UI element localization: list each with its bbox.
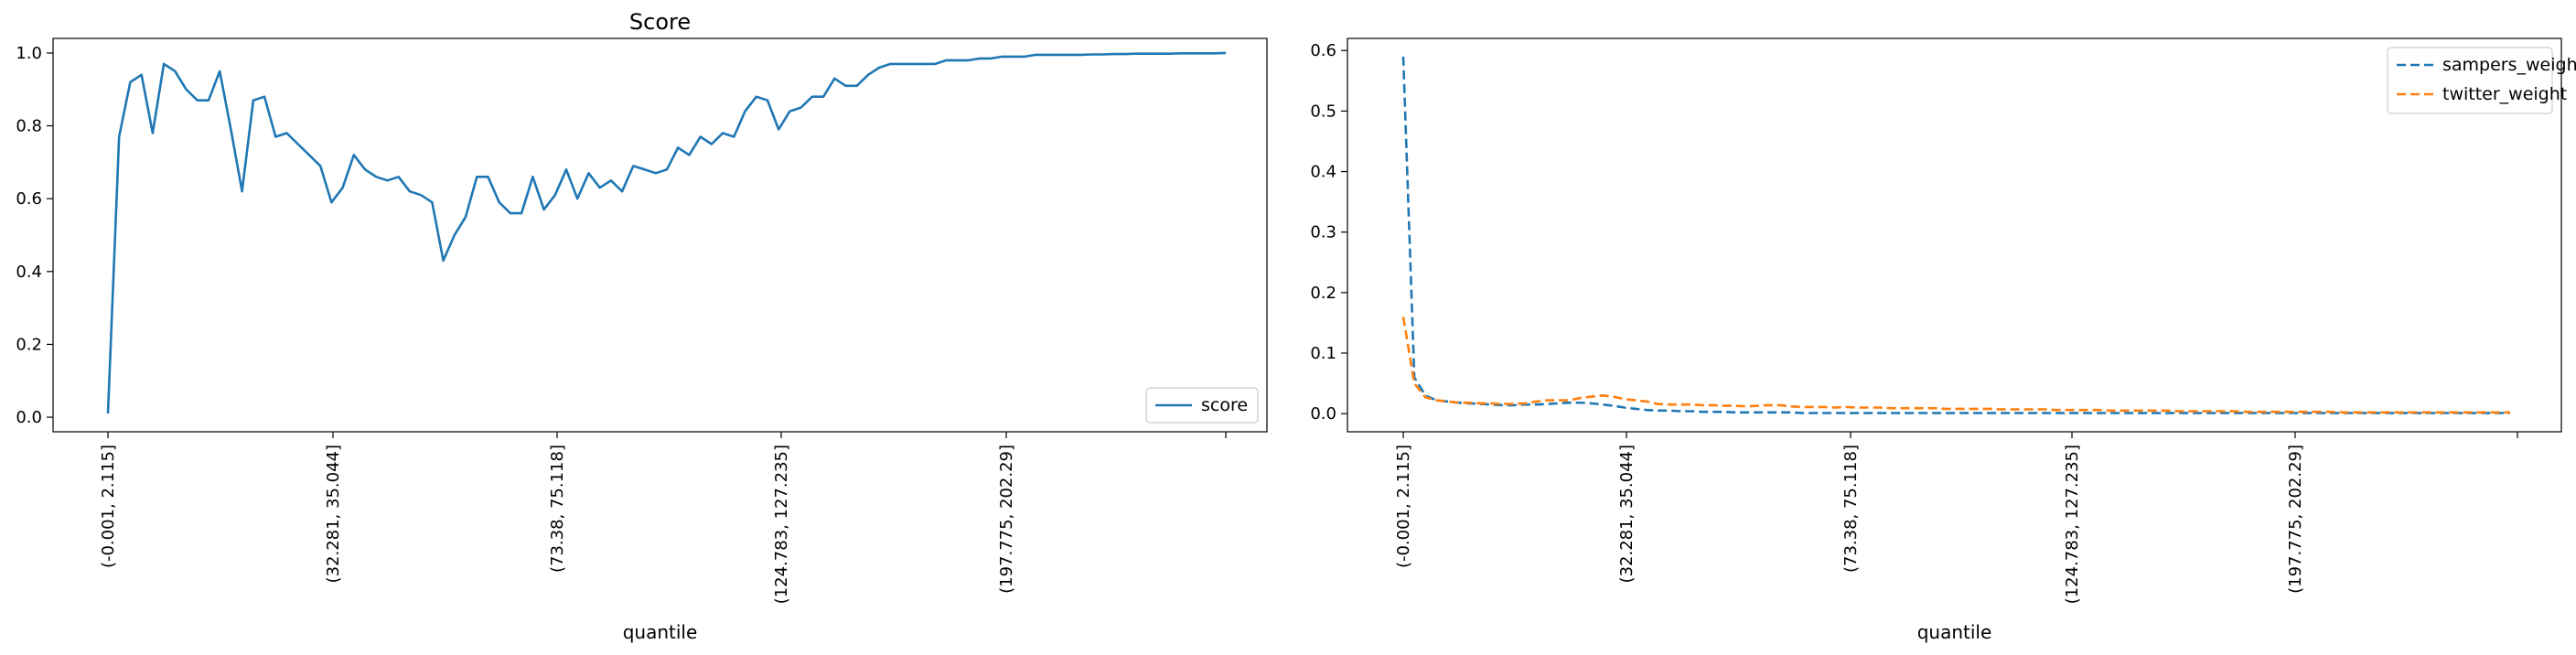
x-tick-label: (197.775, 202.29] [2286,445,2305,594]
y-tick-label: 0.2 [16,335,42,354]
y-tick-label: 0.0 [1310,404,1336,424]
series-line-score [106,51,1227,414]
legend-entry: sampers_weight [2442,55,2576,75]
x-tick-label: (197.775, 202.29] [997,445,1016,594]
y-tick-label: 0.4 [1310,163,1336,182]
x-axis-label: quantile [623,621,698,643]
x-tick-label: (73.38, 75.118] [1841,445,1861,573]
legend-entry: score [1201,395,1248,415]
weights-chart: 0.0 0.1 0.2 0.3 0.4 0.5 0.6 (-0.001, 2.115] (32.… [1310,38,2576,643]
x-axis-label: quantile [1917,621,1992,643]
x-tick-label: (32.281, 35.044] [1617,445,1637,583]
plot-frame [52,38,1268,433]
y-tick-label: 0.0 [16,408,42,427]
legend-box [1145,387,1259,424]
plot-frame [1347,38,2562,433]
x-tick-label: (124.783, 127.235] [2063,445,2082,604]
legend-entry: twitter_weight [2442,84,2567,104]
y-tick-label: 0.3 [1310,223,1336,242]
y-tick-label: 0.8 [16,117,42,136]
y-tick-label: 0.4 [16,263,42,282]
y-tick-label: 1.0 [16,44,42,63]
legend: sampers_weight twitter_weight [2387,47,2576,114]
y-tick-label: 0.1 [1310,344,1336,363]
x-tick-label: (124.783, 127.235] [772,445,791,604]
x-tick-label: (-0.001, 2.115] [1394,445,1413,568]
series-line-twitter-weight [1401,317,2510,414]
legend: score [1145,387,1259,424]
y-tick-label: 0.6 [1310,41,1336,60]
x-tick-label: (32.281, 35.044] [324,445,343,583]
x-tick-label: (73.38, 75.118] [548,445,567,573]
y-tick-label: 0.6 [16,189,42,209]
chart-title: Score [629,9,691,35]
x-tick-label: (-0.001, 2.115] [99,445,118,568]
score-chart: Score 0.0 0.2 0.4 0.6 0.8 1.0 (-0.001, 2.115] (3… [16,9,1268,643]
y-tick-label: 0.5 [1310,102,1336,121]
y-tick-label: 0.2 [1310,284,1336,303]
